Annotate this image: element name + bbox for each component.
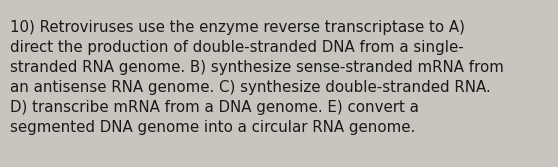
Text: 10) Retroviruses use the enzyme reverse transcriptase to A)
direct the productio: 10) Retroviruses use the enzyme reverse … <box>10 20 504 135</box>
